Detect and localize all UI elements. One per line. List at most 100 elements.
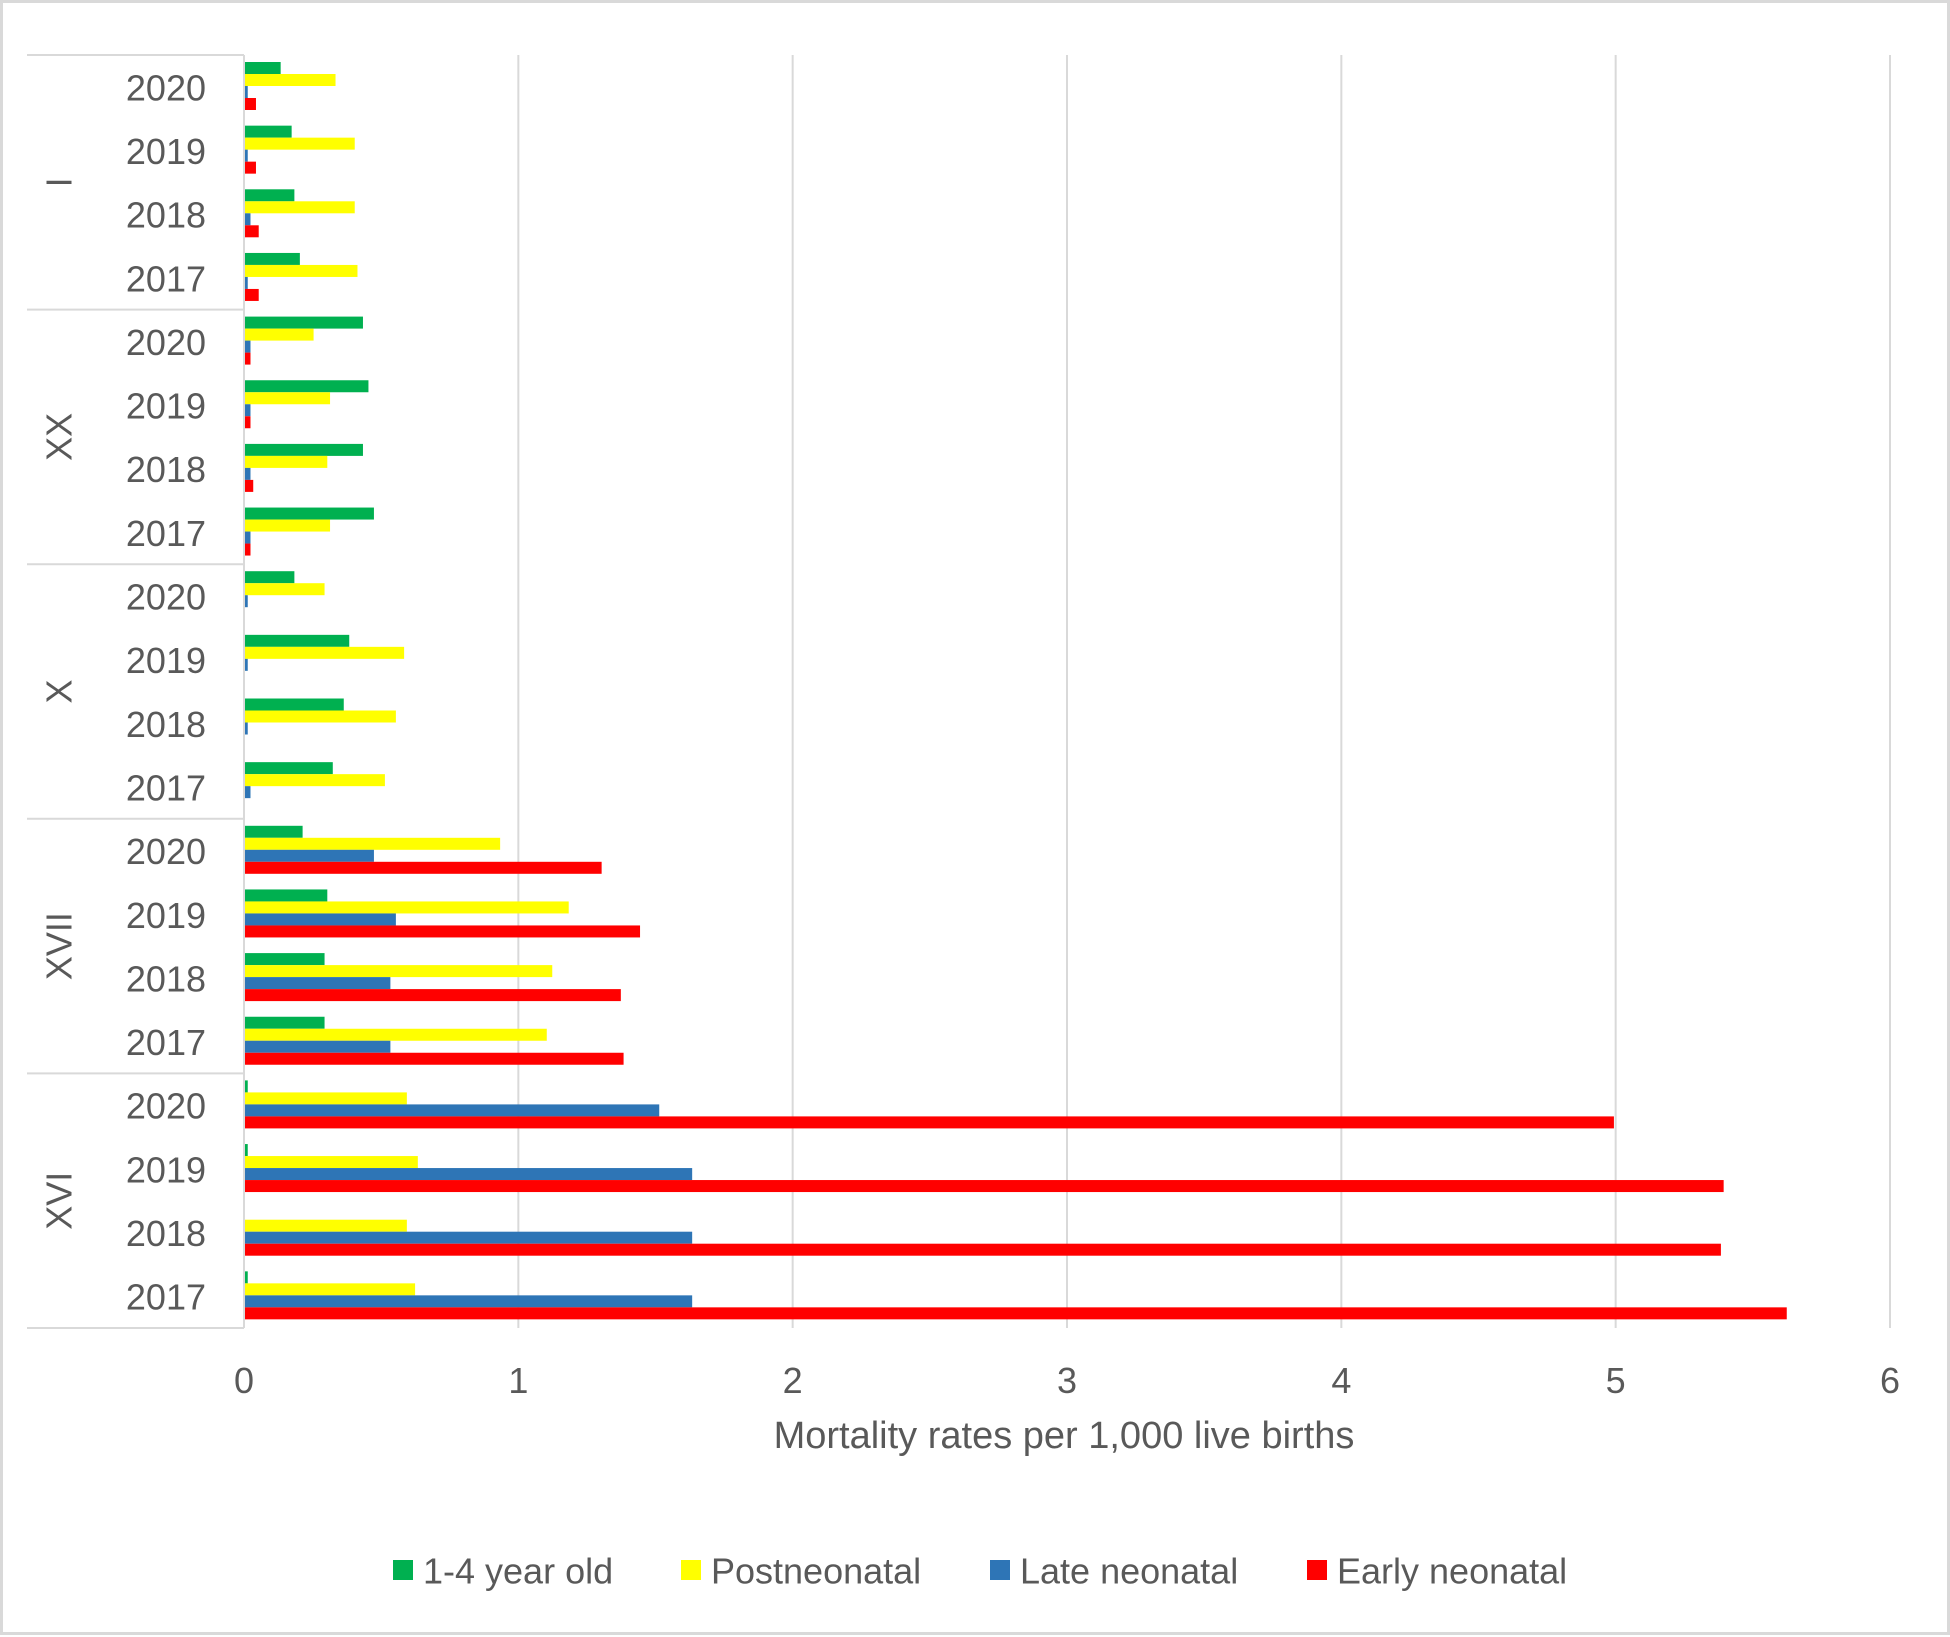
bar-late-neonatal <box>245 276 248 289</box>
year-label: 2018 <box>126 958 206 999</box>
legend-swatch <box>681 1560 701 1580</box>
bars <box>245 62 1787 1320</box>
bar-early-neonatal <box>245 543 251 556</box>
bar-early-neonatal <box>245 288 259 301</box>
legend-swatch <box>393 1560 413 1580</box>
bar-early-neonatal <box>245 479 254 492</box>
year-label: 2020 <box>126 577 206 618</box>
year-label: 2019 <box>126 895 206 936</box>
bar-postneonatal <box>245 1283 416 1296</box>
bar-postneonatal <box>245 583 325 596</box>
bar-postneonatal <box>245 201 355 214</box>
category-axis: I 2020 2019 2018 2017 XX 2020 2019 2018 2017 X 2020… <box>27 54 245 1329</box>
x-tick-label: 5 <box>1606 1360 1626 1401</box>
year-label: 2020 <box>126 322 206 363</box>
year-label: 2019 <box>126 1149 206 1190</box>
bar-1-4-year-old <box>245 634 350 647</box>
bar-postneonatal <box>245 328 314 341</box>
bar-1-4-year-old <box>245 62 281 74</box>
bar-late-neonatal <box>245 977 391 990</box>
year-label: 2017 <box>126 258 206 299</box>
bar-postneonatal <box>245 519 331 532</box>
bar-postneonatal <box>245 1092 407 1105</box>
bar-1-4-year-old <box>245 953 325 966</box>
bar-late-neonatal <box>245 531 251 544</box>
bar-early-neonatal <box>245 225 259 238</box>
bar-1-4-year-old <box>245 1080 248 1093</box>
bar-1-4-year-old <box>245 1271 248 1284</box>
bar-late-neonatal <box>245 1295 693 1308</box>
bar-postneonatal <box>245 774 385 787</box>
bar-late-neonatal <box>245 658 248 671</box>
bar-postneonatal <box>245 137 355 150</box>
x-tick-label: 1 <box>508 1360 528 1401</box>
legend-label: Early neonatal <box>1337 1551 1567 1592</box>
bar-late-neonatal <box>245 86 248 98</box>
group-label: XX <box>39 413 80 461</box>
year-label: 2017 <box>126 1277 206 1318</box>
bar-early-neonatal <box>245 861 602 874</box>
group-label: XVI <box>39 1172 80 1230</box>
bar-early-neonatal <box>245 1116 1614 1129</box>
year-label: 2018 <box>126 195 206 236</box>
year-label: 2020 <box>126 1086 206 1127</box>
bar-late-neonatal <box>245 404 251 417</box>
bar-postneonatal <box>245 74 336 86</box>
bar-postneonatal <box>245 837 501 850</box>
bar-1-4-year-old <box>245 507 374 520</box>
x-tick-label: 2 <box>783 1360 803 1401</box>
bar-1-4-year-old <box>245 1016 325 1029</box>
legend-swatch <box>1307 1560 1327 1580</box>
bar-late-neonatal <box>245 1040 391 1053</box>
year-label: 2019 <box>126 386 206 427</box>
bar-late-neonatal <box>245 1104 660 1117</box>
bar-1-4-year-old <box>245 1144 248 1157</box>
bar-postneonatal <box>245 264 358 277</box>
bar-1-4-year-old <box>245 189 295 202</box>
bar-1-4-year-old <box>245 443 363 456</box>
bar-1-4-year-old <box>245 125 292 138</box>
bar-1-4-year-old <box>245 316 363 329</box>
bar-early-neonatal <box>245 98 256 110</box>
bar-late-neonatal <box>245 1168 693 1181</box>
bar-1-4-year-old <box>245 571 295 584</box>
bar-early-neonatal <box>245 925 641 938</box>
group-label: XVII <box>39 912 80 980</box>
bar-late-neonatal <box>245 213 251 226</box>
year-label: 2020 <box>126 831 206 872</box>
year-label: 2017 <box>126 767 206 808</box>
bar-early-neonatal <box>245 1180 1724 1193</box>
bar-late-neonatal <box>245 467 251 480</box>
legend-swatch <box>990 1560 1010 1580</box>
gridlines <box>517 55 1891 1328</box>
year-label: 2018 <box>126 704 206 745</box>
bar-postneonatal <box>245 965 553 978</box>
bar-1-4-year-old <box>245 825 303 838</box>
bar-postneonatal <box>245 1156 418 1169</box>
year-label: 2018 <box>126 1213 206 1254</box>
bar-1-4-year-old <box>245 252 300 265</box>
bar-postneonatal <box>245 1219 407 1232</box>
x-axis-label: Mortality rates per 1,000 live births <box>774 1415 1355 1457</box>
year-label: 2018 <box>126 449 206 490</box>
bar-1-4-year-old <box>245 380 369 393</box>
x-axis-tick-labels: 0 1 2 3 4 5 6 <box>234 1360 1900 1401</box>
bar-1-4-year-old <box>245 698 344 711</box>
year-label: 2019 <box>126 131 206 172</box>
legend-label: Postneonatal <box>711 1551 921 1592</box>
bar-late-neonatal <box>245 913 396 926</box>
chart: I2020201920182017XX2020201920182017X2020… <box>27 54 1900 1592</box>
bar-late-neonatal <box>245 595 248 608</box>
year-label: 2019 <box>126 640 206 681</box>
bar-late-neonatal <box>245 722 248 735</box>
year-label: 2020 <box>126 67 206 108</box>
year-label: 2017 <box>126 513 206 554</box>
bar-early-neonatal <box>245 989 621 1002</box>
x-tick-label: 6 <box>1880 1360 1900 1401</box>
bar-early-neonatal <box>245 1052 624 1065</box>
bar-late-neonatal <box>245 849 374 862</box>
year-label: 2017 <box>126 1022 206 1063</box>
bar-postneonatal <box>245 1028 547 1041</box>
bar-early-neonatal <box>245 352 251 365</box>
bar-1-4-year-old <box>245 889 328 902</box>
